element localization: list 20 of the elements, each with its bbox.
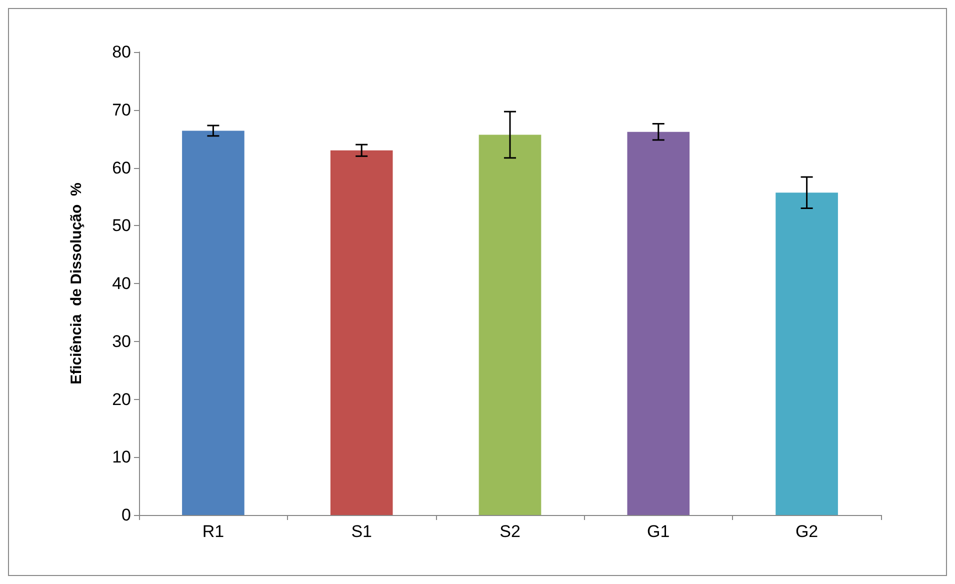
y-tick-label: 40 xyxy=(112,274,131,293)
x-tick-label: G2 xyxy=(795,522,818,541)
y-tick-label: 20 xyxy=(112,390,131,409)
x-tick-label: S1 xyxy=(351,522,372,541)
x-tick-label: S2 xyxy=(500,522,520,541)
bar xyxy=(776,192,838,515)
y-axis-title: Eficiência de Dissolução % xyxy=(68,182,85,384)
bar xyxy=(182,130,244,515)
x-tick-label: R1 xyxy=(202,522,224,541)
y-tick-label: 50 xyxy=(112,216,131,236)
y-tick-label: 80 xyxy=(112,42,131,62)
y-tick-label: 60 xyxy=(112,158,131,178)
y-tick-label: 10 xyxy=(112,448,131,467)
y-tick-label: 70 xyxy=(112,100,131,120)
x-tick-label: G1 xyxy=(647,522,670,541)
bar xyxy=(478,134,542,515)
bar xyxy=(330,150,393,515)
y-tick-label: 0 xyxy=(122,506,131,524)
y-tick-label: 30 xyxy=(112,332,131,351)
bar xyxy=(627,132,690,515)
